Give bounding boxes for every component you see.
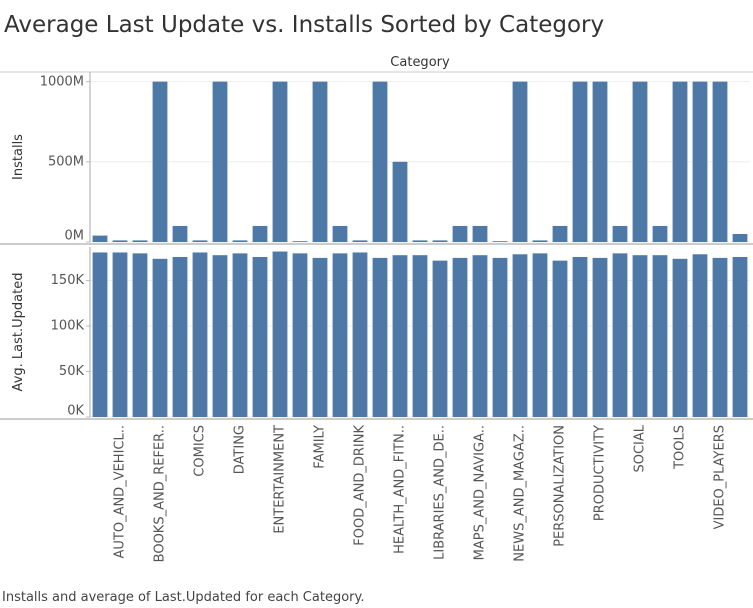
x-tick-label: COMICS — [193, 425, 208, 477]
bar — [552, 225, 568, 242]
bar — [152, 81, 168, 242]
bar — [692, 81, 708, 242]
y-tick-label: 50K — [59, 364, 85, 379]
bar — [612, 225, 628, 242]
y-tick-label: 500M — [48, 154, 84, 169]
bar — [572, 81, 588, 242]
x-tick-label: PRODUCTIVITY — [593, 425, 608, 521]
bar — [392, 161, 408, 242]
bar — [212, 81, 228, 242]
caption: Installs and average of Last.Updated for… — [2, 590, 364, 605]
bar — [632, 255, 648, 417]
bar — [312, 257, 328, 417]
bar — [732, 257, 748, 417]
bar — [392, 255, 408, 417]
bar — [532, 253, 548, 417]
bar — [492, 257, 508, 417]
bar — [312, 81, 328, 242]
bar — [472, 255, 488, 417]
bar — [332, 225, 348, 242]
y-tick-label: 100K — [51, 319, 85, 334]
x-tick-label: TOOLS — [673, 425, 688, 470]
bar — [472, 225, 488, 242]
bar — [332, 253, 348, 417]
bar — [292, 241, 308, 242]
x-tick-label: HEALTH_AND_FITN.. — [393, 425, 408, 554]
y-axis-title: Installs — [11, 134, 26, 180]
x-tick-label: SOCIAL — [633, 424, 648, 472]
x-tick-label: NEWS_AND_MAGAZ.. — [513, 425, 528, 562]
y-axis-title: Avg. Last.Updated — [11, 273, 26, 392]
bar — [232, 240, 248, 242]
bar — [512, 81, 528, 242]
bar — [232, 253, 248, 417]
bar — [212, 255, 228, 417]
bar — [592, 257, 608, 417]
bar — [192, 240, 208, 242]
bar — [452, 225, 468, 242]
bar — [132, 240, 148, 242]
bar — [272, 81, 288, 242]
x-tick-label: FOOD_AND_DRINK — [353, 425, 368, 546]
y-tick-label: 0M — [65, 229, 85, 244]
bar — [452, 257, 468, 417]
bar — [372, 257, 388, 417]
bar — [412, 240, 428, 242]
bar — [492, 241, 508, 242]
x-tick-label: MAPS_AND_NAVIGA.. — [473, 425, 488, 560]
x-tick-label: PERSONALIZATION — [553, 425, 568, 547]
bar — [712, 257, 728, 417]
bar — [532, 240, 548, 242]
chart-title: Average Last Update vs. Installs Sorted … — [4, 12, 604, 38]
bar — [512, 254, 528, 417]
x-tick-label: BOOKS_AND_REFER.. — [153, 425, 168, 562]
bar — [692, 254, 708, 417]
bar — [92, 252, 108, 417]
bar — [252, 225, 268, 242]
bar — [92, 235, 108, 242]
x-tick-label: LIBRARIES_AND_DE.. — [433, 425, 448, 560]
bar — [652, 255, 668, 417]
bar — [432, 240, 448, 242]
x-tick-label: VIDEO_PLAYERS — [713, 425, 728, 529]
bar — [612, 253, 628, 417]
bar — [672, 81, 688, 242]
bar — [432, 260, 448, 417]
bar — [672, 258, 688, 417]
y-tick-label: 0K — [67, 404, 84, 419]
bar — [552, 260, 568, 417]
y-tick-label: 150K — [51, 273, 85, 288]
bar — [352, 240, 368, 242]
bar — [112, 240, 128, 242]
bar — [352, 252, 368, 417]
bar — [252, 257, 268, 417]
y-tick-label: 1000M — [40, 75, 84, 90]
bar — [192, 252, 208, 417]
x-tick-label: DATING — [233, 425, 248, 474]
x-tick-label: FAMILY — [313, 425, 328, 469]
x-axis-title: Category — [390, 55, 450, 70]
bar — [372, 81, 388, 242]
bar — [632, 81, 648, 242]
bar — [652, 225, 668, 242]
bar — [292, 253, 308, 417]
x-tick-label: ENTERTAINMENT — [273, 425, 288, 534]
bar — [172, 225, 188, 242]
bar — [732, 233, 748, 242]
bar — [712, 81, 728, 242]
x-tick-label: AUTO_AND_VEHICL.. — [113, 425, 128, 559]
bar — [572, 257, 588, 417]
bar — [112, 252, 128, 417]
bar — [592, 81, 608, 242]
bar — [272, 251, 288, 417]
bar — [412, 255, 428, 417]
bar — [152, 258, 168, 417]
bar — [132, 253, 148, 417]
bar — [172, 257, 188, 417]
